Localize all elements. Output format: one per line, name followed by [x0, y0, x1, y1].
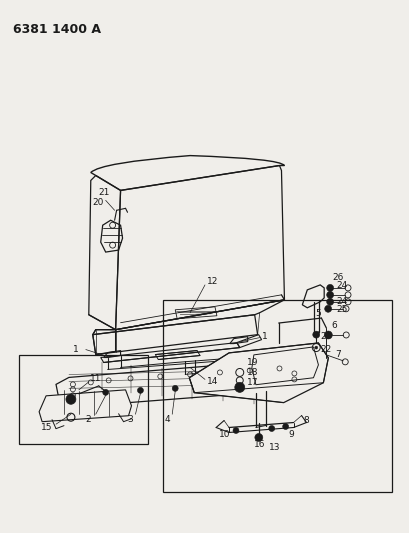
- Text: 24: 24: [335, 281, 346, 290]
- Text: 6381 1400 A: 6381 1400 A: [13, 23, 101, 36]
- Text: 26: 26: [331, 273, 343, 282]
- Text: 8: 8: [303, 416, 308, 425]
- Text: 9: 9: [288, 430, 294, 439]
- Circle shape: [268, 425, 274, 432]
- Text: 18: 18: [246, 368, 258, 377]
- Circle shape: [137, 387, 143, 393]
- Text: 20: 20: [92, 198, 104, 207]
- Bar: [19, 354, 148, 444]
- Text: 15: 15: [41, 423, 52, 432]
- Circle shape: [326, 298, 333, 305]
- Text: 1: 1: [261, 332, 267, 341]
- Text: 14: 14: [207, 377, 218, 386]
- Polygon shape: [39, 390, 131, 422]
- Circle shape: [102, 389, 108, 395]
- Circle shape: [254, 433, 262, 441]
- Text: 1: 1: [73, 345, 79, 354]
- Circle shape: [326, 292, 333, 298]
- Text: 4: 4: [164, 415, 169, 424]
- Circle shape: [172, 385, 178, 391]
- Circle shape: [232, 427, 238, 433]
- Circle shape: [282, 424, 288, 430]
- Circle shape: [326, 285, 333, 292]
- Text: 12: 12: [207, 277, 218, 286]
- Text: 19: 19: [246, 358, 258, 367]
- Text: 23: 23: [319, 332, 331, 341]
- Text: 24: 24: [335, 297, 346, 306]
- Circle shape: [312, 331, 319, 338]
- Text: 22: 22: [319, 345, 330, 354]
- Text: 11: 11: [90, 374, 101, 383]
- Circle shape: [324, 331, 332, 339]
- Text: 16: 16: [253, 440, 265, 449]
- Circle shape: [324, 305, 331, 312]
- Text: 25: 25: [335, 305, 347, 314]
- Text: 10: 10: [218, 430, 230, 439]
- Text: 6: 6: [330, 320, 336, 329]
- Text: 17: 17: [246, 378, 258, 387]
- Text: 21: 21: [99, 188, 110, 197]
- Circle shape: [234, 382, 244, 392]
- Polygon shape: [189, 343, 328, 402]
- Text: 3: 3: [127, 415, 133, 424]
- Text: 13: 13: [268, 443, 280, 452]
- Text: 5: 5: [315, 309, 320, 318]
- Circle shape: [66, 394, 76, 404]
- Circle shape: [314, 346, 317, 349]
- Text: 7: 7: [335, 350, 340, 359]
- Bar: [163, 300, 391, 492]
- Text: 2: 2: [85, 415, 91, 424]
